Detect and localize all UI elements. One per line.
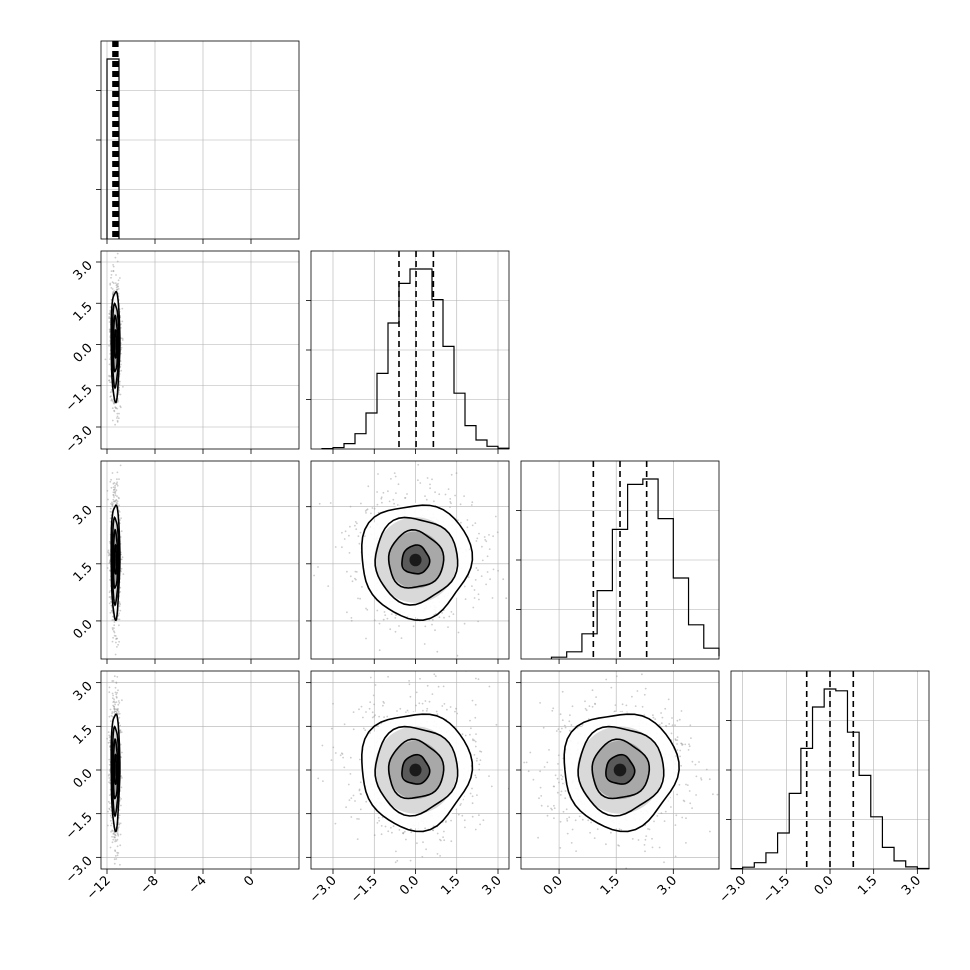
x-tick-label: −3.0 [307,873,340,906]
joint-panel-1-0 [100,250,300,450]
x-tick-label: 0.0 [541,873,566,898]
y-tick-label: −1.5 [63,810,96,843]
x-tick-label: 3.0 [899,873,924,898]
density-fill [409,763,422,777]
x-tick-label: 1.5 [855,873,880,898]
x-tick-label: −1.5 [348,873,381,906]
contour-line [111,516,120,607]
contour-line [360,504,474,622]
joint-panel-2-1 [310,460,510,660]
panel-background [101,251,299,449]
density-fill [613,763,627,777]
contour-line [387,738,445,800]
y-tick-label: −3.0 [63,423,96,456]
x-tick-label: 1.5 [598,873,623,898]
x-axis-1: −3.0 −1.5 0.0 1.5 3.0 [307,869,505,906]
density-layer [317,671,509,864]
joint-panel-2-0 [100,460,300,660]
y-tick-label: 0.0 [71,341,96,366]
histogram-panel-3 [726,670,930,870]
x-tick-label: −1.5 [760,873,793,906]
contour-line [110,504,121,622]
contour-line [577,725,665,817]
x-tick-label: −8 [138,873,162,897]
x-tick-label: −4 [186,873,210,897]
contour-line [111,302,120,390]
y-axis-3: −3.0 −1.5 0.0 1.5 3.0 [63,679,101,887]
histogram-panel-2 [516,460,720,660]
panel-border [310,250,510,450]
histogram-step [730,688,930,870]
x-axis-2: 0.0 1.5 3.0 [541,869,680,898]
y-tick-label: 3.0 [71,503,96,528]
contour-line [374,516,459,606]
x-tick-label: −3.0 [717,873,750,906]
contour-line [374,725,459,817]
x-tick-label: 3.0 [655,873,680,898]
panel-background [101,461,299,659]
panel-border [100,460,300,660]
contour-line [591,738,651,800]
y-axis-2: 0.0 1.5 3.0 [71,503,101,642]
histogram-step [321,268,510,450]
density-layer [104,252,124,426]
density-layer [313,463,508,657]
contour-line [360,713,474,833]
density-layer [106,464,125,656]
x-tick-label: 0 [241,873,257,889]
contour-line [113,543,118,575]
panel-border [310,460,510,660]
contour-line [110,713,121,833]
x-axis-0: −12 −8 −4 0 [84,869,258,903]
histogram-step [550,478,720,659]
y-tick-label: 1.5 [71,560,96,585]
y-tick-label: 1.5 [71,723,96,748]
histogram-step [106,58,120,239]
y-tick-label: 3.0 [71,258,96,283]
x-tick-label: 0.0 [397,873,422,898]
y-tick-label: 3.0 [71,679,96,704]
contour-line [605,753,636,785]
x-tick-label: 0.0 [812,873,837,898]
joint-panel-3-1 [310,670,510,870]
contour-line [112,737,119,800]
histogram-panel-1 [306,250,510,450]
contour-line [110,290,121,404]
contour-line [113,753,118,786]
y-axis-1: −3.0 −1.5 0.0 1.5 3.0 [63,258,101,456]
panel-border [100,250,300,450]
contour-line [112,528,119,590]
y-tick-label: 1.5 [71,299,96,324]
density-layer [106,675,123,869]
y-tick-label: 0.0 [71,617,96,642]
y-tick-label: −3.0 [63,854,96,887]
joint-panel-3-2 [520,670,720,870]
density-fill [409,553,422,567]
contour-line [401,544,431,575]
contour-line [563,713,680,833]
density-layer [523,673,719,869]
y-tick-label: −1.5 [63,382,96,415]
y-tick-label: 0.0 [71,766,96,791]
contour-line [113,329,118,359]
x-axis-3: −3.0 −1.5 0.0 1.5 3.0 [717,869,924,906]
panel-border [520,460,720,660]
histogram-panel-0 [96,40,300,240]
x-tick-label: 1.5 [438,873,463,898]
panel-border [100,40,300,240]
contour-line [112,314,119,373]
contour-line [111,725,120,818]
joint-panel-3-0 [100,670,300,870]
contour-line [387,528,445,589]
contour-line [401,753,431,785]
x-tick-label: −12 [84,873,114,903]
x-tick-label: 3.0 [480,873,505,898]
